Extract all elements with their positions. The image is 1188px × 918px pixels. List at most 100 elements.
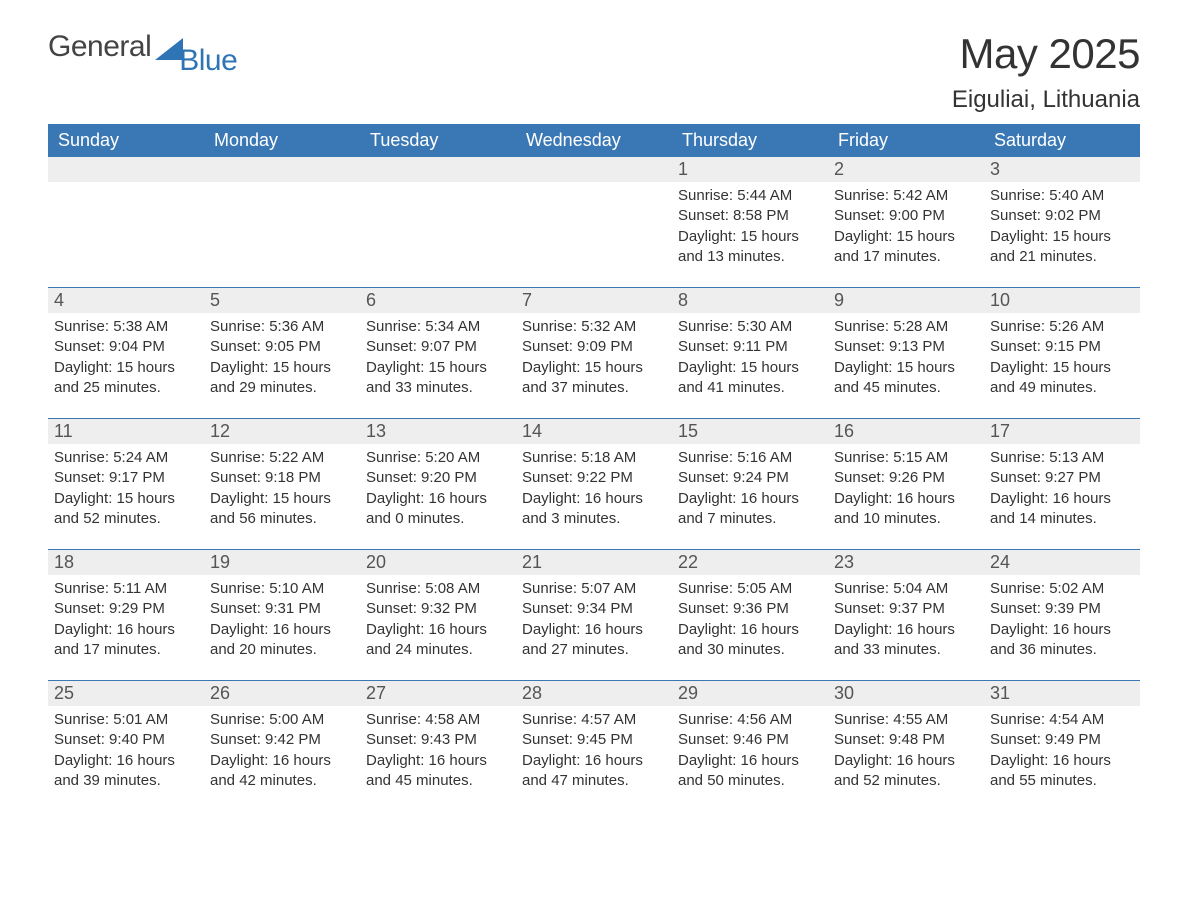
calendar-day: 24Sunrise: 5:02 AMSunset: 9:39 PMDayligh… [984,550,1140,666]
dayheader-monday: Monday [204,124,360,157]
sunrise-text: Sunrise: 5:38 AM [54,317,198,337]
day-number: 23 [828,550,984,575]
daylight-text: Daylight: 15 hours and 41 minutes. [678,358,822,399]
logo-text-general: General [48,30,151,64]
sunset-text: Sunset: 9:40 PM [54,730,198,750]
sunrise-text: Sunrise: 5:36 AM [210,317,354,337]
calendar-day: 18Sunrise: 5:11 AMSunset: 9:29 PMDayligh… [48,550,204,666]
day-detail: Sunrise: 5:40 AMSunset: 9:02 PMDaylight:… [988,186,1134,267]
daylight-text: Daylight: 15 hours and 56 minutes. [210,489,354,530]
sunrise-text: Sunrise: 5:22 AM [210,448,354,468]
calendar-day: 19Sunrise: 5:10 AMSunset: 9:31 PMDayligh… [204,550,360,666]
sunset-text: Sunset: 9:37 PM [834,599,978,619]
day-detail: Sunrise: 4:54 AMSunset: 9:49 PMDaylight:… [988,710,1134,791]
day-number: 24 [984,550,1140,575]
calendar-day: 3Sunrise: 5:40 AMSunset: 9:02 PMDaylight… [984,157,1140,273]
dayheader-saturday: Saturday [984,124,1140,157]
sunrise-text: Sunrise: 5:04 AM [834,579,978,599]
day-detail: Sunrise: 4:57 AMSunset: 9:45 PMDaylight:… [520,710,666,791]
daylight-text: Daylight: 16 hours and 47 minutes. [522,751,666,792]
sunrise-text: Sunrise: 5:08 AM [366,579,510,599]
day-number: 29 [672,681,828,706]
sunset-text: Sunset: 9:27 PM [990,468,1134,488]
day-detail: Sunrise: 4:58 AMSunset: 9:43 PMDaylight:… [364,710,510,791]
day-detail: Sunrise: 5:05 AMSunset: 9:36 PMDaylight:… [676,579,822,660]
sunset-text: Sunset: 9:09 PM [522,337,666,357]
calendar-day: 17Sunrise: 5:13 AMSunset: 9:27 PMDayligh… [984,419,1140,535]
calendar-day: 9Sunrise: 5:28 AMSunset: 9:13 PMDaylight… [828,288,984,404]
dayheader-wednesday: Wednesday [516,124,672,157]
calendar-day [360,157,516,273]
sunrise-text: Sunrise: 5:10 AM [210,579,354,599]
sunset-text: Sunset: 9:34 PM [522,599,666,619]
calendar-day: 30Sunrise: 4:55 AMSunset: 9:48 PMDayligh… [828,681,984,797]
sunset-text: Sunset: 9:04 PM [54,337,198,357]
sunset-text: Sunset: 9:45 PM [522,730,666,750]
daylight-text: Daylight: 16 hours and 27 minutes. [522,620,666,661]
daylight-text: Daylight: 15 hours and 45 minutes. [834,358,978,399]
calendar-day: 25Sunrise: 5:01 AMSunset: 9:40 PMDayligh… [48,681,204,797]
sunset-text: Sunset: 9:20 PM [366,468,510,488]
calendar-day: 22Sunrise: 5:05 AMSunset: 9:36 PMDayligh… [672,550,828,666]
sunset-text: Sunset: 8:58 PM [678,206,822,226]
day-number: 5 [204,288,360,313]
sunset-text: Sunset: 9:02 PM [990,206,1134,226]
sunrise-text: Sunrise: 5:28 AM [834,317,978,337]
sunrise-text: Sunrise: 4:58 AM [366,710,510,730]
daylight-text: Daylight: 16 hours and 24 minutes. [366,620,510,661]
day-detail: Sunrise: 5:38 AMSunset: 9:04 PMDaylight:… [52,317,198,398]
day-detail: Sunrise: 5:00 AMSunset: 9:42 PMDaylight:… [208,710,354,791]
sunrise-text: Sunrise: 5:02 AM [990,579,1134,599]
day-detail: Sunrise: 5:11 AMSunset: 9:29 PMDaylight:… [52,579,198,660]
calendar-day [516,157,672,273]
sunrise-text: Sunrise: 5:11 AM [54,579,198,599]
calendar-day: 20Sunrise: 5:08 AMSunset: 9:32 PMDayligh… [360,550,516,666]
day-detail: Sunrise: 5:04 AMSunset: 9:37 PMDaylight:… [832,579,978,660]
dayheader-thursday: Thursday [672,124,828,157]
sunset-text: Sunset: 9:24 PM [678,468,822,488]
daylight-text: Daylight: 16 hours and 14 minutes. [990,489,1134,530]
day-number: 10 [984,288,1140,313]
day-number: 1 [672,157,828,182]
day-detail: Sunrise: 5:10 AMSunset: 9:31 PMDaylight:… [208,579,354,660]
day-number: 2 [828,157,984,182]
header: General Blue May 2025 Eiguliai, Lithuani… [48,30,1140,114]
sunrise-text: Sunrise: 5:32 AM [522,317,666,337]
day-number [204,157,360,182]
calendar-week: 11Sunrise: 5:24 AMSunset: 9:17 PMDayligh… [48,418,1140,535]
dayheader-tuesday: Tuesday [360,124,516,157]
daylight-text: Daylight: 16 hours and 20 minutes. [210,620,354,661]
sunrise-text: Sunrise: 5:42 AM [834,186,978,206]
daylight-text: Daylight: 15 hours and 49 minutes. [990,358,1134,399]
day-detail: Sunrise: 5:26 AMSunset: 9:15 PMDaylight:… [988,317,1134,398]
sunrise-text: Sunrise: 5:24 AM [54,448,198,468]
sunset-text: Sunset: 9:36 PM [678,599,822,619]
daylight-text: Daylight: 16 hours and 3 minutes. [522,489,666,530]
day-detail: Sunrise: 5:20 AMSunset: 9:20 PMDaylight:… [364,448,510,529]
calendar-day: 6Sunrise: 5:34 AMSunset: 9:07 PMDaylight… [360,288,516,404]
sunrise-text: Sunrise: 5:01 AM [54,710,198,730]
sunrise-text: Sunrise: 5:30 AM [678,317,822,337]
sunset-text: Sunset: 9:31 PM [210,599,354,619]
sunrise-text: Sunrise: 5:00 AM [210,710,354,730]
sunset-text: Sunset: 9:32 PM [366,599,510,619]
sunset-text: Sunset: 9:46 PM [678,730,822,750]
calendar-day: 4 Sunrise: 5:38 AMSunset: 9:04 PMDaylight… [48,288,204,404]
day-detail: Sunrise: 5:30 AMSunset: 9:11 PMDaylight:… [676,317,822,398]
daylight-text: Daylight: 16 hours and 52 minutes. [834,751,978,792]
day-number: 7 [516,288,672,313]
day-detail: Sunrise: 5:13 AMSunset: 9:27 PMDaylight:… [988,448,1134,529]
daylight-text: Daylight: 16 hours and 10 minutes. [834,489,978,530]
day-number: 31 [984,681,1140,706]
calendar-day: 11Sunrise: 5:24 AMSunset: 9:17 PMDayligh… [48,419,204,535]
daylight-text: Daylight: 15 hours and 29 minutes. [210,358,354,399]
day-number: 15 [672,419,828,444]
day-number: 4 [48,288,204,313]
day-detail: Sunrise: 5:22 AMSunset: 9:18 PMDaylight:… [208,448,354,529]
daylight-text: Daylight: 16 hours and 0 minutes. [366,489,510,530]
sunrise-text: Sunrise: 4:54 AM [990,710,1134,730]
sunrise-text: Sunrise: 5:16 AM [678,448,822,468]
calendar-day: 21Sunrise: 5:07 AMSunset: 9:34 PMDayligh… [516,550,672,666]
day-number: 12 [204,419,360,444]
daylight-text: Daylight: 15 hours and 33 minutes. [366,358,510,399]
